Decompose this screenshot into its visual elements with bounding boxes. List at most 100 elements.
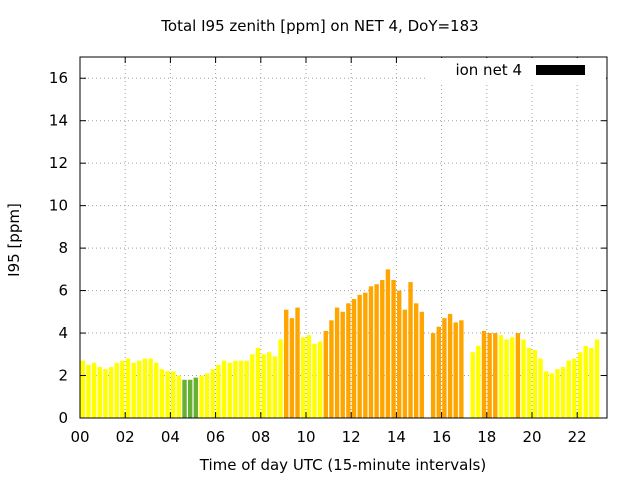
bar <box>91 362 97 418</box>
bar <box>278 339 283 418</box>
x-tick-label: 16 <box>432 428 451 446</box>
bar <box>176 375 182 418</box>
bar <box>244 360 249 418</box>
bar <box>487 333 492 418</box>
y-tick-label: 8 <box>58 239 68 257</box>
x-tick-label: 14 <box>387 428 406 446</box>
bar <box>560 367 566 418</box>
y-tick-label: 12 <box>49 154 68 172</box>
bar <box>334 307 340 418</box>
x-tick-label: 02 <box>116 428 135 446</box>
bar <box>566 360 571 418</box>
bar <box>402 309 408 418</box>
bar <box>583 345 588 418</box>
bar <box>510 337 515 418</box>
x-tick-label: 04 <box>161 428 180 446</box>
bar <box>80 360 86 418</box>
bar <box>210 369 215 418</box>
bar <box>357 294 362 418</box>
bar <box>120 360 125 418</box>
bar <box>526 347 532 418</box>
bar <box>131 362 136 418</box>
bar <box>419 311 425 418</box>
bar <box>532 350 538 418</box>
bar <box>312 343 317 418</box>
bar <box>159 369 165 418</box>
bar <box>199 375 204 418</box>
bar <box>543 371 549 418</box>
bar <box>374 284 379 418</box>
bar <box>476 345 481 418</box>
bar <box>125 358 131 418</box>
bar <box>391 279 396 418</box>
bar <box>137 360 142 418</box>
bar <box>97 367 102 418</box>
bar <box>572 358 577 418</box>
bar <box>227 362 232 418</box>
bar <box>103 369 108 418</box>
bar <box>187 379 193 418</box>
x-tick-label: 00 <box>70 428 89 446</box>
x-tick-label: 06 <box>206 428 225 446</box>
bar <box>453 322 458 418</box>
bar <box>295 307 300 418</box>
bar <box>447 313 453 418</box>
y-tick-label: 16 <box>49 69 68 87</box>
bar <box>233 360 238 418</box>
bar <box>114 362 119 418</box>
bar <box>521 339 526 418</box>
bar <box>250 354 255 418</box>
bar <box>577 352 583 418</box>
bar <box>267 352 272 418</box>
bar <box>86 364 91 418</box>
bar <box>589 347 594 418</box>
bar <box>408 282 413 418</box>
bar <box>385 269 391 418</box>
grid-lines <box>79 57 607 419</box>
y-tick-label: 0 <box>58 409 68 427</box>
chart-title: Total I95 zenith [ppm] on NET 4, DoY=183 <box>161 17 479 35</box>
x-tick-label: 22 <box>568 428 587 446</box>
bar <box>363 292 368 418</box>
y-tick-label: 14 <box>49 112 68 130</box>
bar <box>216 364 221 418</box>
bar <box>380 279 385 418</box>
bar <box>289 318 295 418</box>
bar <box>498 335 504 418</box>
bar <box>238 360 244 418</box>
bar <box>549 373 554 418</box>
bar <box>323 330 328 418</box>
bar <box>351 299 357 418</box>
bar <box>555 369 560 418</box>
bar <box>594 339 600 418</box>
bar <box>436 326 441 418</box>
bar <box>538 358 543 418</box>
bar <box>165 371 170 418</box>
bar <box>397 290 402 418</box>
bar <box>255 347 261 418</box>
bar <box>108 367 114 418</box>
bar <box>493 333 498 418</box>
plot-frame <box>79 56 608 419</box>
bar <box>430 333 436 418</box>
bar <box>481 330 487 418</box>
x-tick-label: 08 <box>251 428 270 446</box>
bar <box>515 333 521 418</box>
legend-swatch <box>536 65 585 75</box>
x-tick-label: 18 <box>477 428 496 446</box>
bar <box>329 320 334 418</box>
y-tick-label: 6 <box>58 282 68 300</box>
bar <box>193 377 199 418</box>
y-tick-label: 10 <box>49 197 68 215</box>
bar <box>148 358 153 418</box>
bar <box>204 373 210 418</box>
bar <box>413 303 419 418</box>
bar <box>182 379 187 418</box>
bar <box>346 303 351 418</box>
bar <box>171 371 176 418</box>
bar <box>300 337 306 418</box>
bar <box>317 341 323 418</box>
bar <box>504 339 509 418</box>
